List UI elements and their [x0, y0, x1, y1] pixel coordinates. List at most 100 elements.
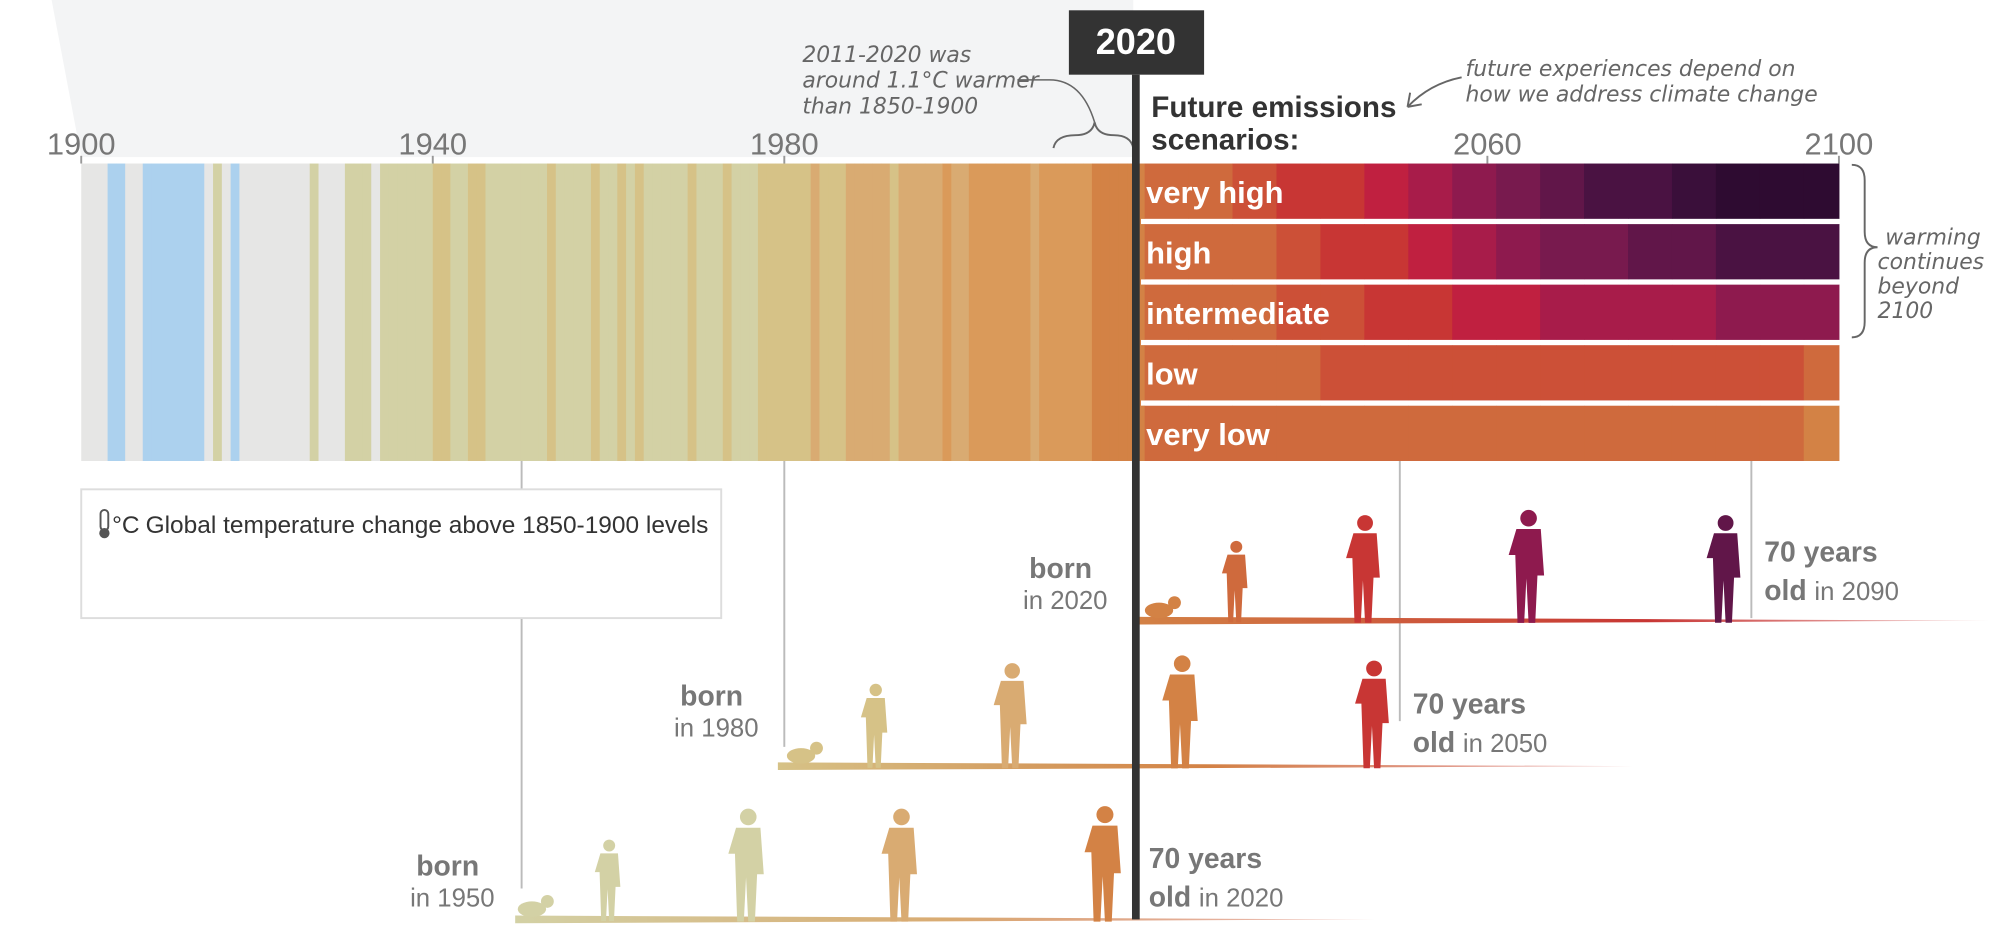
history-stripe [995, 163, 1005, 461]
history-stripe [485, 163, 495, 461]
scenario-stripe [1452, 163, 1497, 219]
history-stripe [986, 163, 996, 461]
scenario-stripe [1627, 163, 1673, 219]
now-box [1068, 10, 1205, 75]
body [1162, 674, 1198, 769]
scenario-stripe [1408, 284, 1453, 340]
history-stripe [1091, 163, 1102, 461]
history-stripe [520, 163, 530, 461]
head [1717, 515, 1734, 531]
history-stripe [933, 163, 944, 461]
scenario-stripe [1496, 284, 1541, 340]
body [1706, 533, 1741, 623]
scenario-stripe [1803, 163, 1840, 219]
scenario-stripe [1715, 163, 1761, 219]
history-stripe [248, 163, 258, 461]
scenario-stripe [1408, 345, 1453, 401]
old-label: old [1413, 727, 1455, 759]
silhouette [1144, 596, 1181, 619]
history-stripe [555, 163, 566, 461]
history-stripe [837, 163, 847, 461]
head [869, 683, 882, 697]
body [881, 827, 917, 922]
body [1144, 602, 1174, 619]
scenario-stripe [1759, 284, 1805, 340]
history-stripe [784, 163, 794, 461]
history-stripe [749, 163, 759, 461]
head [1168, 596, 1181, 610]
scenarios-title: scenarios: [1151, 123, 1299, 156]
history-stripe [142, 163, 153, 461]
scenario-stripe [1671, 224, 1717, 280]
history-stripe [195, 163, 205, 461]
scenario-stripe [1671, 163, 1717, 219]
scenario-stripe [1540, 284, 1585, 340]
history-stripe [177, 163, 188, 461]
history-stripe [441, 163, 451, 461]
background-fan [51, 0, 1134, 158]
history-stripe [977, 163, 987, 461]
history-stripe [81, 163, 91, 461]
history-stripe [344, 163, 355, 461]
annotation: future experiences depend on [1465, 57, 1795, 82]
history-stripe [274, 163, 284, 461]
history-stripe [292, 163, 302, 461]
old-label: old [1149, 882, 1191, 914]
scenario-stripe [1584, 163, 1629, 219]
history-stripe [678, 163, 689, 461]
history-stripe [1135, 163, 1146, 461]
history-stripe [845, 163, 856, 461]
history-stripe [1039, 163, 1049, 461]
silhouette [728, 808, 764, 922]
history-stripe [652, 163, 662, 461]
age-year: old in 2050 [1413, 727, 1548, 759]
history-stripe [362, 163, 372, 461]
history-stripe [98, 163, 109, 461]
age-label: 70 years [1149, 843, 1262, 875]
history-stripe [432, 163, 443, 461]
history-stripe [1109, 163, 1119, 461]
scenario-label: intermediate [1146, 296, 1330, 331]
scenario-stripe [1627, 284, 1673, 340]
history-stripe [705, 163, 715, 461]
history-stripe [125, 163, 135, 461]
scenario-stripe [1276, 345, 1321, 401]
history-stripe [133, 163, 144, 461]
scenario-stripe [1803, 284, 1840, 340]
history-stripe [661, 163, 671, 461]
scenario-stripe [1188, 163, 1234, 219]
bracket [1851, 163, 1878, 339]
history-stripe [599, 163, 610, 461]
history-stripe [731, 163, 741, 461]
history-stripe [889, 163, 900, 461]
annotation: continues [1878, 250, 1985, 275]
silhouette [1706, 515, 1741, 623]
now-line [1131, 74, 1140, 920]
body [1221, 554, 1248, 623]
scenario-stripe [1496, 345, 1541, 401]
silhouette [1221, 540, 1248, 623]
history-stripe [1118, 163, 1128, 461]
history-stripe [854, 163, 864, 461]
separator [1140, 218, 1839, 225]
x-tick-label: 1900 [47, 127, 116, 162]
history-stripe [1004, 163, 1014, 461]
history-stripe [511, 163, 522, 461]
history-stripe [213, 163, 223, 461]
scenario-stripe [1715, 345, 1761, 401]
scenario-stripe [1364, 163, 1409, 219]
scenario-stripe [1715, 405, 1761, 461]
scenario-stripe [1364, 284, 1409, 340]
scenario-stripe [1584, 345, 1629, 401]
annotation: warming [1885, 226, 1981, 251]
history-stripe [626, 163, 636, 461]
history-stripe [90, 163, 100, 461]
old-label: old [1764, 575, 1806, 607]
history-stripe [494, 163, 504, 461]
scenario-stripe [1144, 405, 1190, 461]
head [739, 808, 757, 826]
history-stripe [713, 163, 724, 461]
scenario-stripe [1496, 405, 1541, 461]
age-year-label: in 2050 [1463, 730, 1547, 758]
